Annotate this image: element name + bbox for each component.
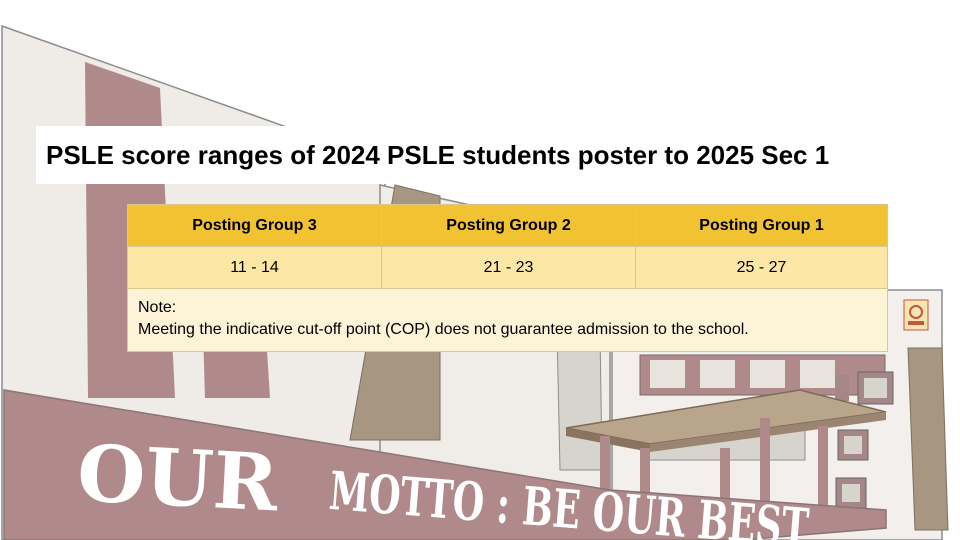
- value-posting-group-2: 21 - 23: [381, 246, 636, 289]
- right-brown-panel: [907, 347, 949, 531]
- page-title: PSLE score ranges of 2024 PSLE students …: [46, 140, 830, 170]
- school-crest: [903, 299, 929, 331]
- motto-our: OUR: [75, 428, 281, 529]
- note-row: Note: Meeting the indicative cut-off poi…: [127, 288, 888, 352]
- cop-table: Posting Group 3 Posting Group 2 Posting …: [127, 204, 888, 352]
- value-posting-group-1: 25 - 27: [635, 246, 888, 289]
- note-cell: Note: Meeting the indicative cut-off poi…: [127, 288, 888, 352]
- header-posting-group-2: Posting Group 2: [381, 204, 636, 247]
- header-posting-group-1: Posting Group 1: [635, 204, 888, 247]
- title-box: PSLE score ranges of 2024 PSLE students …: [36, 126, 896, 184]
- note-text: Meeting the indicative cut-off point (CO…: [138, 321, 749, 338]
- motto-banner: [3, 389, 887, 540]
- table-header-row: Posting Group 3 Posting Group 2 Posting …: [127, 204, 888, 247]
- note-label: Note:: [138, 299, 177, 316]
- table-row: 11 - 14 21 - 23 25 - 27: [127, 246, 888, 289]
- value-posting-group-3: 11 - 14: [127, 246, 382, 289]
- header-posting-group-3: Posting Group 3: [127, 204, 382, 247]
